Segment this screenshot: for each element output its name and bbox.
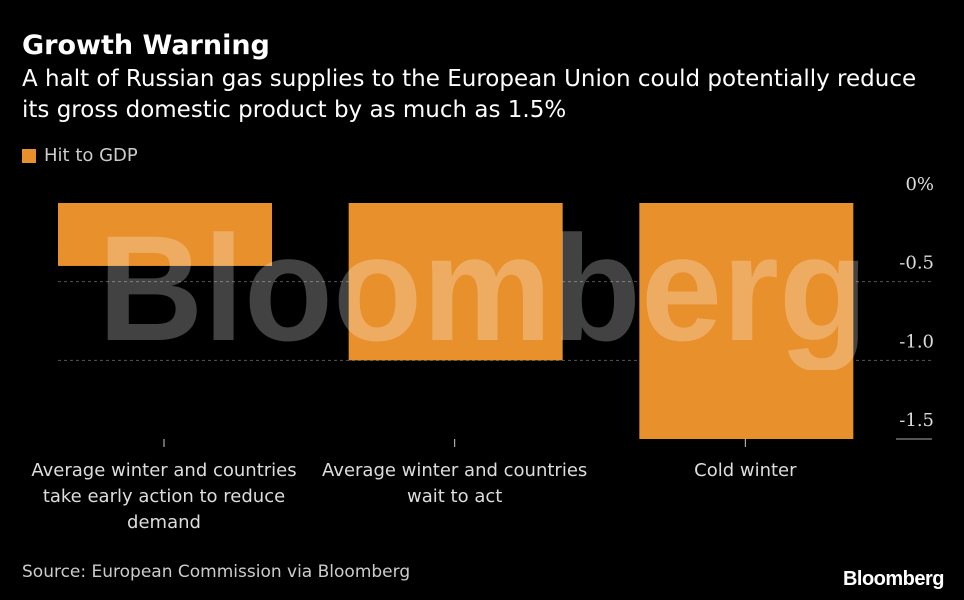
x-tick-label: wait to act [407,486,502,507]
x-tick-label: take early action to reduce [43,486,285,507]
legend-label: Hit to GDP [44,145,138,166]
x-tick-label: demand [127,512,201,533]
source-note: Source: European Commission via Bloomber… [22,562,411,582]
chart-title: Growth Warning [22,30,270,61]
bloomberg-logo: Bloomberg [842,568,945,590]
y-tick-label: -1.5 [899,410,934,431]
legend-swatch [22,148,36,163]
chart-subtitle: A halt of Russian gas supplies to the Eu… [22,66,917,123]
x-tick-label: Average winter and countries [31,460,296,481]
x-tick-label: Average winter and countries [322,460,587,481]
bar [639,203,854,439]
y-tick-label: 0% [905,174,934,195]
legend: Hit to GDP [22,145,138,166]
bar [58,203,272,266]
y-tick-label: -0.5 [899,253,934,274]
bar [348,203,563,361]
y-tick-label: -1.0 [899,331,934,352]
x-tick-label: Cold winter [694,460,797,481]
